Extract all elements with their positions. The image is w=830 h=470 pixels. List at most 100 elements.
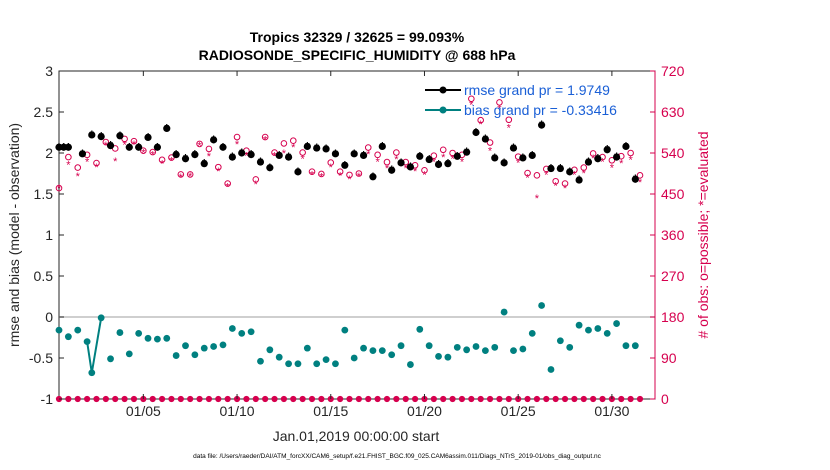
- rmse-point-star: *: [174, 148, 179, 162]
- rmse-point-star: *: [530, 148, 535, 162]
- rmse-point: [256, 158, 265, 166]
- obs-possible-point: [355, 170, 363, 177]
- obs-possible-point: [205, 145, 213, 153]
- obs-possible-point: [627, 149, 634, 157]
- rmse-point: [284, 153, 293, 161]
- bias-point: [125, 350, 133, 358]
- obs-zero-point: [84, 395, 91, 403]
- y-left-tick-label: 2.5: [34, 104, 54, 120]
- bias-point: [64, 333, 72, 341]
- rmse-point-star: *: [296, 165, 301, 179]
- legend-bias-label: bias grand pr = -0.33416: [464, 102, 617, 118]
- rmse-point-star: *: [586, 155, 591, 169]
- obs-possible-point: [299, 149, 306, 156]
- obs-zero-point: [271, 395, 278, 403]
- rmse-point-star: *: [183, 152, 188, 166]
- rmse-point: [472, 128, 480, 137]
- x-tick-label: 01/20: [407, 403, 442, 419]
- rmse-point-star: *: [417, 149, 422, 163]
- rmse-point-star: *: [549, 162, 554, 176]
- obs-evaluated-point: *: [113, 156, 118, 168]
- bias-point: [631, 342, 639, 350]
- obs-evaluated-point: *: [413, 166, 418, 178]
- rmse-point: [444, 160, 452, 168]
- x-tick-label: 01/10: [220, 403, 255, 419]
- rmse-point-star: *: [305, 139, 310, 153]
- rmse-point-star: *: [427, 153, 432, 167]
- bias-point: [228, 325, 236, 332]
- obs-zero-point: [636, 395, 644, 403]
- bias-point: [200, 344, 208, 352]
- obs-possible-point: [336, 168, 344, 175]
- x-tick-label: 01/30: [594, 403, 629, 419]
- rmse-point: [378, 142, 386, 151]
- rmse-point: [200, 160, 208, 168]
- rmse-point: [181, 155, 190, 163]
- obs-possible-point: [383, 158, 391, 166]
- obs-possible-point: [102, 138, 110, 146]
- obs-evaluated-point: *: [554, 180, 559, 192]
- obs-possible-point: [65, 153, 72, 161]
- obs-possible-point: [364, 144, 372, 151]
- obs-count-layer: **** **** ** ** ** ********** * *** *** * ****** * *…: [55, 95, 644, 403]
- rmse-point-star: *: [239, 146, 244, 160]
- rmse-point: [566, 168, 574, 176]
- obs-possible-point: [505, 116, 513, 124]
- obs-possible-point: [158, 156, 166, 164]
- obs-zero-point: [102, 395, 109, 403]
- obs-evaluated-point: *: [610, 163, 615, 175]
- obs-zero-point: [355, 395, 362, 403]
- obs-zero-point: [196, 395, 203, 403]
- obs-zero-point: [74, 395, 81, 403]
- obs-zero-point: [215, 395, 222, 403]
- rmse-point: [575, 176, 583, 184]
- obs-zero-point: [458, 395, 466, 403]
- obs-evaluated-point: *: [366, 149, 371, 161]
- y-left-tick-label: 2: [45, 145, 53, 161]
- bias-point: [275, 353, 283, 361]
- rmse-point: [64, 143, 72, 151]
- rmse-point-star: *: [249, 148, 254, 162]
- legend-bias-swatch-marker: [439, 106, 447, 114]
- rmse-point-star: *: [268, 161, 273, 175]
- bias-point: [435, 352, 442, 360]
- x-tick-label: 01/15: [313, 403, 348, 419]
- obs-possible-point: [589, 150, 597, 157]
- obs-possible-point: [261, 133, 269, 141]
- rmse-point-star: *: [342, 158, 347, 172]
- bias-point: [453, 343, 461, 351]
- obs-possible-point: [318, 170, 325, 178]
- rmse-point: [369, 173, 377, 181]
- x-tick-label: 01/25: [501, 403, 536, 419]
- bias-point: [622, 342, 630, 350]
- obs-possible-point: [496, 99, 503, 106]
- obs-zero-point: [299, 395, 306, 403]
- rmse-point-star: *: [577, 173, 582, 187]
- obs-possible-point: [177, 171, 185, 178]
- obs-evaluated-point: *: [301, 153, 306, 165]
- bias-point: [341, 326, 349, 334]
- obs-evaluated-point: *: [151, 149, 156, 161]
- legend-rmse-label: rmse grand pr = 1.9749: [464, 82, 610, 98]
- rmse-point-star: *: [483, 132, 488, 146]
- rmse-point: [622, 142, 630, 151]
- obs-evaluated-point: *: [628, 154, 633, 166]
- bias-point: [191, 351, 199, 359]
- x-tick-label: 01/05: [126, 403, 161, 419]
- obs-zero-point: [65, 395, 72, 403]
- rmse-point: [275, 151, 283, 160]
- rmse-point: [135, 143, 143, 151]
- obs-possible-point: [130, 137, 138, 145]
- rmse-point: [106, 142, 115, 150]
- rmse-point: [97, 133, 105, 141]
- y-right-tick-label: 180: [661, 309, 685, 325]
- obs-evaluated-point: *: [310, 169, 315, 181]
- obs-zero-point: [346, 395, 353, 403]
- bias-point: [407, 361, 414, 368]
- bias-point: [528, 330, 536, 337]
- rmse-point-star: *: [99, 130, 104, 144]
- obs-zero-point: [486, 395, 494, 403]
- obs-zero-point: [262, 395, 269, 403]
- obs-evaluated-point: *: [347, 174, 352, 186]
- obs-evaluated-point: *: [450, 153, 455, 165]
